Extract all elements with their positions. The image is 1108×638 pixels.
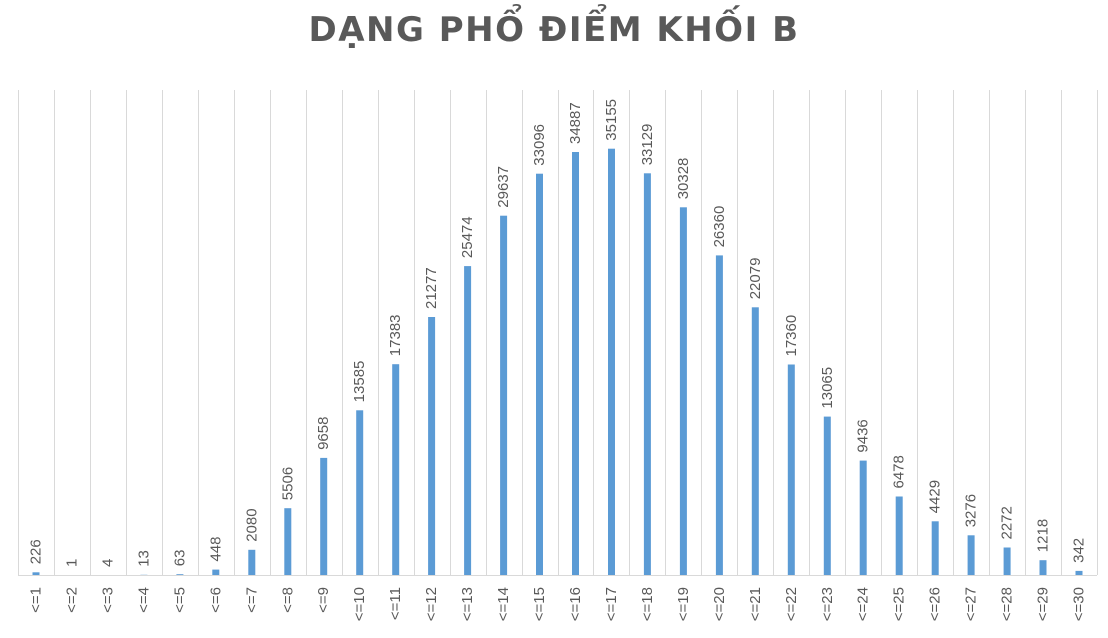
data-label: 17383 <box>387 314 404 356</box>
bar <box>356 410 364 575</box>
data-label: 13 <box>135 550 152 567</box>
data-label: 1 <box>64 559 81 567</box>
bar <box>248 549 256 575</box>
category-label: <=21 <box>747 587 764 621</box>
data-label: 2080 <box>243 508 260 541</box>
data-label: 63 <box>171 550 188 567</box>
category-label: <=16 <box>567 587 584 621</box>
data-label: 22079 <box>747 258 764 300</box>
category-label: <=22 <box>783 587 800 621</box>
category-label: <=4 <box>135 587 152 613</box>
bar <box>176 574 184 575</box>
data-label: 25474 <box>459 216 476 258</box>
category-label: <=24 <box>855 587 872 621</box>
data-label: 17360 <box>783 315 800 357</box>
category-label: <=25 <box>891 587 908 621</box>
data-label: 1218 <box>1035 519 1052 552</box>
category-label: <=26 <box>927 587 944 621</box>
bar <box>320 457 328 575</box>
category-label: <=17 <box>603 587 620 621</box>
data-label: 342 <box>1071 538 1088 563</box>
bar <box>643 173 651 576</box>
category-label: <=2 <box>64 587 81 613</box>
data-label: 33096 <box>531 124 548 166</box>
bar <box>1039 560 1047 575</box>
data-label: 6478 <box>891 455 908 488</box>
category-label: <=15 <box>531 587 548 621</box>
category-label: <=14 <box>495 587 512 621</box>
category-label: <=28 <box>999 587 1016 621</box>
bar <box>679 207 687 576</box>
bar <box>931 521 939 575</box>
data-label: 4 <box>99 559 116 567</box>
data-label: 4429 <box>927 480 944 513</box>
category-label: <=1 <box>28 587 45 613</box>
bar <box>572 152 579 575</box>
data-label: 21277 <box>423 267 440 309</box>
bar <box>1075 570 1083 575</box>
category-label: <=3 <box>99 587 116 613</box>
bar <box>967 535 975 575</box>
chart-title: DẠNG PHỔ ĐIỂM KHỐI B <box>308 10 800 50</box>
data-label: 448 <box>207 537 224 562</box>
data-label: 13585 <box>351 361 368 403</box>
data-label: 9436 <box>855 419 872 452</box>
category-label: <=20 <box>711 587 728 621</box>
category-label: <=11 <box>387 587 404 620</box>
category-label: <=18 <box>639 587 656 621</box>
category-label: <=9 <box>315 587 332 613</box>
category-label: <=13 <box>459 587 476 621</box>
data-label: 2272 <box>999 506 1016 539</box>
data-label: 3276 <box>963 494 980 527</box>
data-label: 13065 <box>819 367 836 409</box>
bar <box>212 569 220 575</box>
bar <box>500 215 508 575</box>
category-label: <=12 <box>423 587 440 621</box>
category-label: <=23 <box>819 587 836 621</box>
bar <box>823 416 831 575</box>
bar <box>751 307 759 575</box>
bar <box>1003 547 1011 575</box>
category-label: <=7 <box>243 587 260 613</box>
category-label: <=29 <box>1035 587 1052 621</box>
data-label: 30328 <box>675 158 692 200</box>
bar <box>859 460 867 575</box>
category-label: <=19 <box>675 587 692 621</box>
category-label: <=5 <box>171 587 188 613</box>
data-label: 226 <box>28 539 45 564</box>
bar <box>32 572 40 575</box>
category-label: <=8 <box>279 587 296 613</box>
bar <box>428 317 436 575</box>
category-label: <=6 <box>207 587 224 613</box>
bar <box>284 508 292 575</box>
category-label: <=10 <box>351 587 368 621</box>
data-label: 33129 <box>639 124 656 166</box>
category-label: <=30 <box>1071 587 1088 621</box>
bar <box>392 364 400 575</box>
bar <box>536 173 543 575</box>
data-label: 26360 <box>711 206 728 248</box>
bar <box>715 255 723 575</box>
category-label: <=27 <box>963 587 980 621</box>
data-label: 34887 <box>567 102 584 144</box>
data-label: 29637 <box>495 166 512 208</box>
bar <box>608 148 615 575</box>
data-label: 35155 <box>603 99 620 141</box>
bar <box>787 364 795 575</box>
data-label: 5506 <box>279 467 296 500</box>
bar <box>464 266 472 575</box>
data-label: 9658 <box>315 417 332 450</box>
bar <box>895 496 903 575</box>
